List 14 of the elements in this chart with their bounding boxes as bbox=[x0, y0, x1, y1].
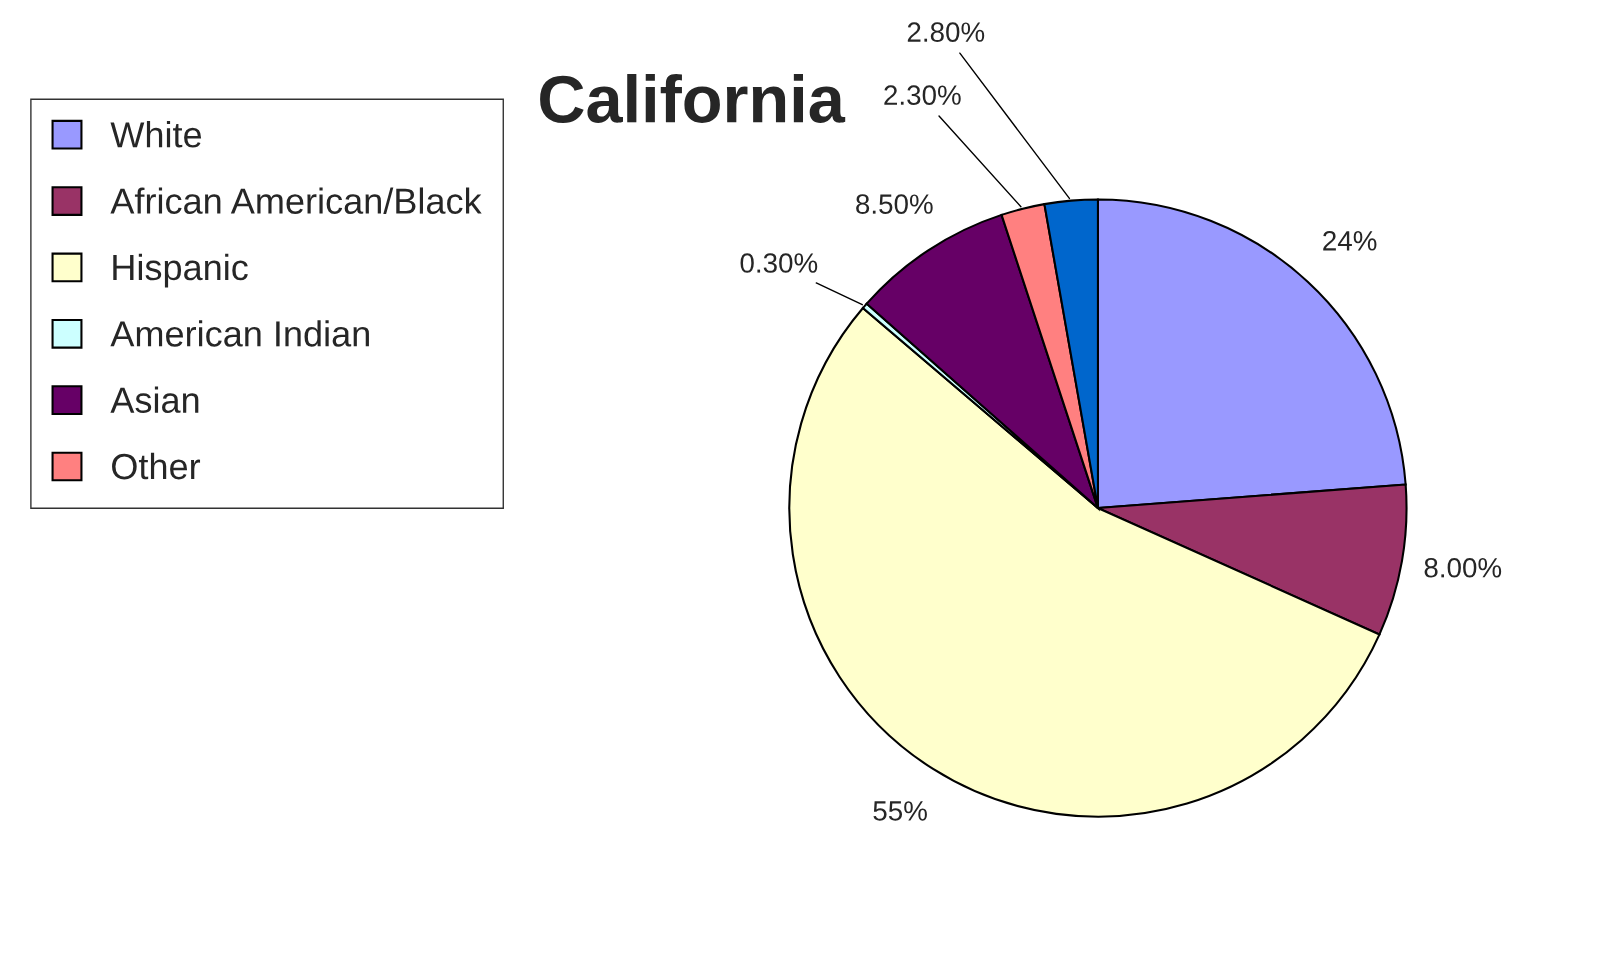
legend-label: Other bbox=[112, 452, 201, 480]
data-label: 2.30% bbox=[884, 85, 961, 105]
text: California bbox=[540, 73, 846, 123]
data-label: 2.80% bbox=[907, 22, 985, 42]
data-label: 55% bbox=[873, 801, 927, 821]
legend-label: American Indian bbox=[110, 320, 369, 347]
data-label: 0.30% bbox=[740, 253, 818, 273]
legend-label: White bbox=[110, 121, 202, 148]
data-label: 24% bbox=[1323, 230, 1377, 251]
legend-label: Asian bbox=[110, 386, 199, 414]
legend-label: Hispanic bbox=[113, 253, 248, 288]
data-label: 8.50% bbox=[856, 194, 933, 214]
data-label: 8.00% bbox=[1424, 557, 1502, 578]
legend-label: African American/Black bbox=[110, 187, 482, 214]
